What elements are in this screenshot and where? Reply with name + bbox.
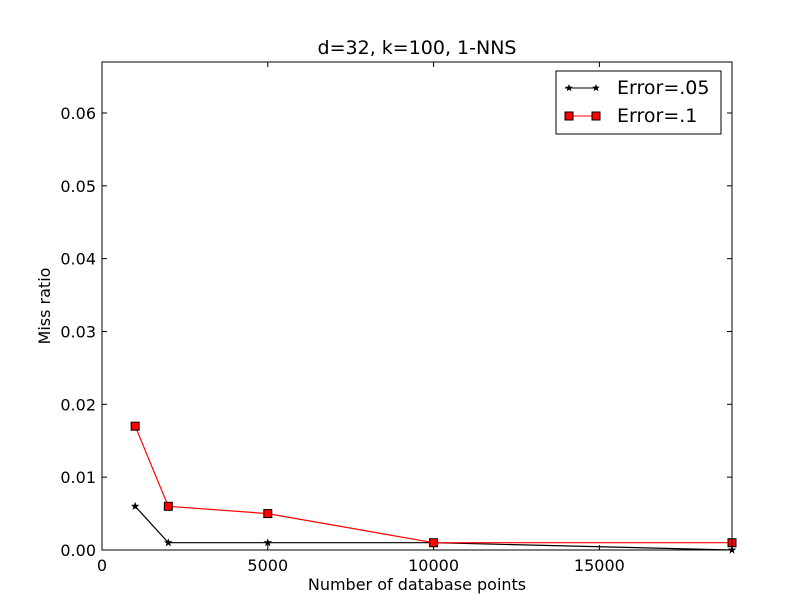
legend: Error=.05 Error=.1	[555, 70, 722, 135]
x-axis-label: Number of database points	[308, 575, 526, 594]
y-tick-label: 0.01	[60, 468, 96, 487]
legend-box	[555, 70, 722, 135]
y-tick-label: 0.05	[60, 177, 96, 196]
legend-label-error-1: Error=.1	[617, 105, 697, 127]
legend-marker-error-1-left	[564, 111, 574, 121]
y-tick-label: 0.00	[60, 541, 96, 560]
x-tick-label: 5000	[247, 556, 288, 575]
data-point	[163, 501, 173, 511]
y-axis-label: Miss ratio	[35, 268, 54, 345]
legend-label-error-05: Error=.05	[617, 77, 709, 99]
y-tick-label: 0.02	[60, 395, 96, 414]
data-point	[263, 538, 273, 547]
data-point	[263, 509, 273, 519]
axis-ticks: 0 5000 10000 15000 0.00 0.01 0.02 0.03 0.04 0.05 0…	[60, 62, 732, 575]
plot-area-frame	[101, 61, 733, 551]
data-point	[429, 538, 439, 548]
y-tick-label: 0.04	[60, 250, 96, 269]
x-tick-label: 15000	[574, 556, 625, 575]
data-point	[164, 538, 173, 547]
legend-marker-error-1-right	[591, 111, 601, 121]
y-tick-label: 0.06	[60, 104, 96, 123]
data-point	[130, 501, 140, 510]
legend-marker-error-05-right	[592, 84, 600, 92]
y-tick-label: 0.03	[60, 322, 96, 341]
plot-series	[130, 421, 737, 554]
x-tick-label: 0	[97, 556, 107, 575]
x-tick-label: 10000	[408, 556, 459, 575]
chart-title: d=32, k=100, 1-NNS	[318, 37, 517, 59]
legend-marker-error-05-left	[565, 84, 573, 92]
data-point	[130, 421, 140, 431]
